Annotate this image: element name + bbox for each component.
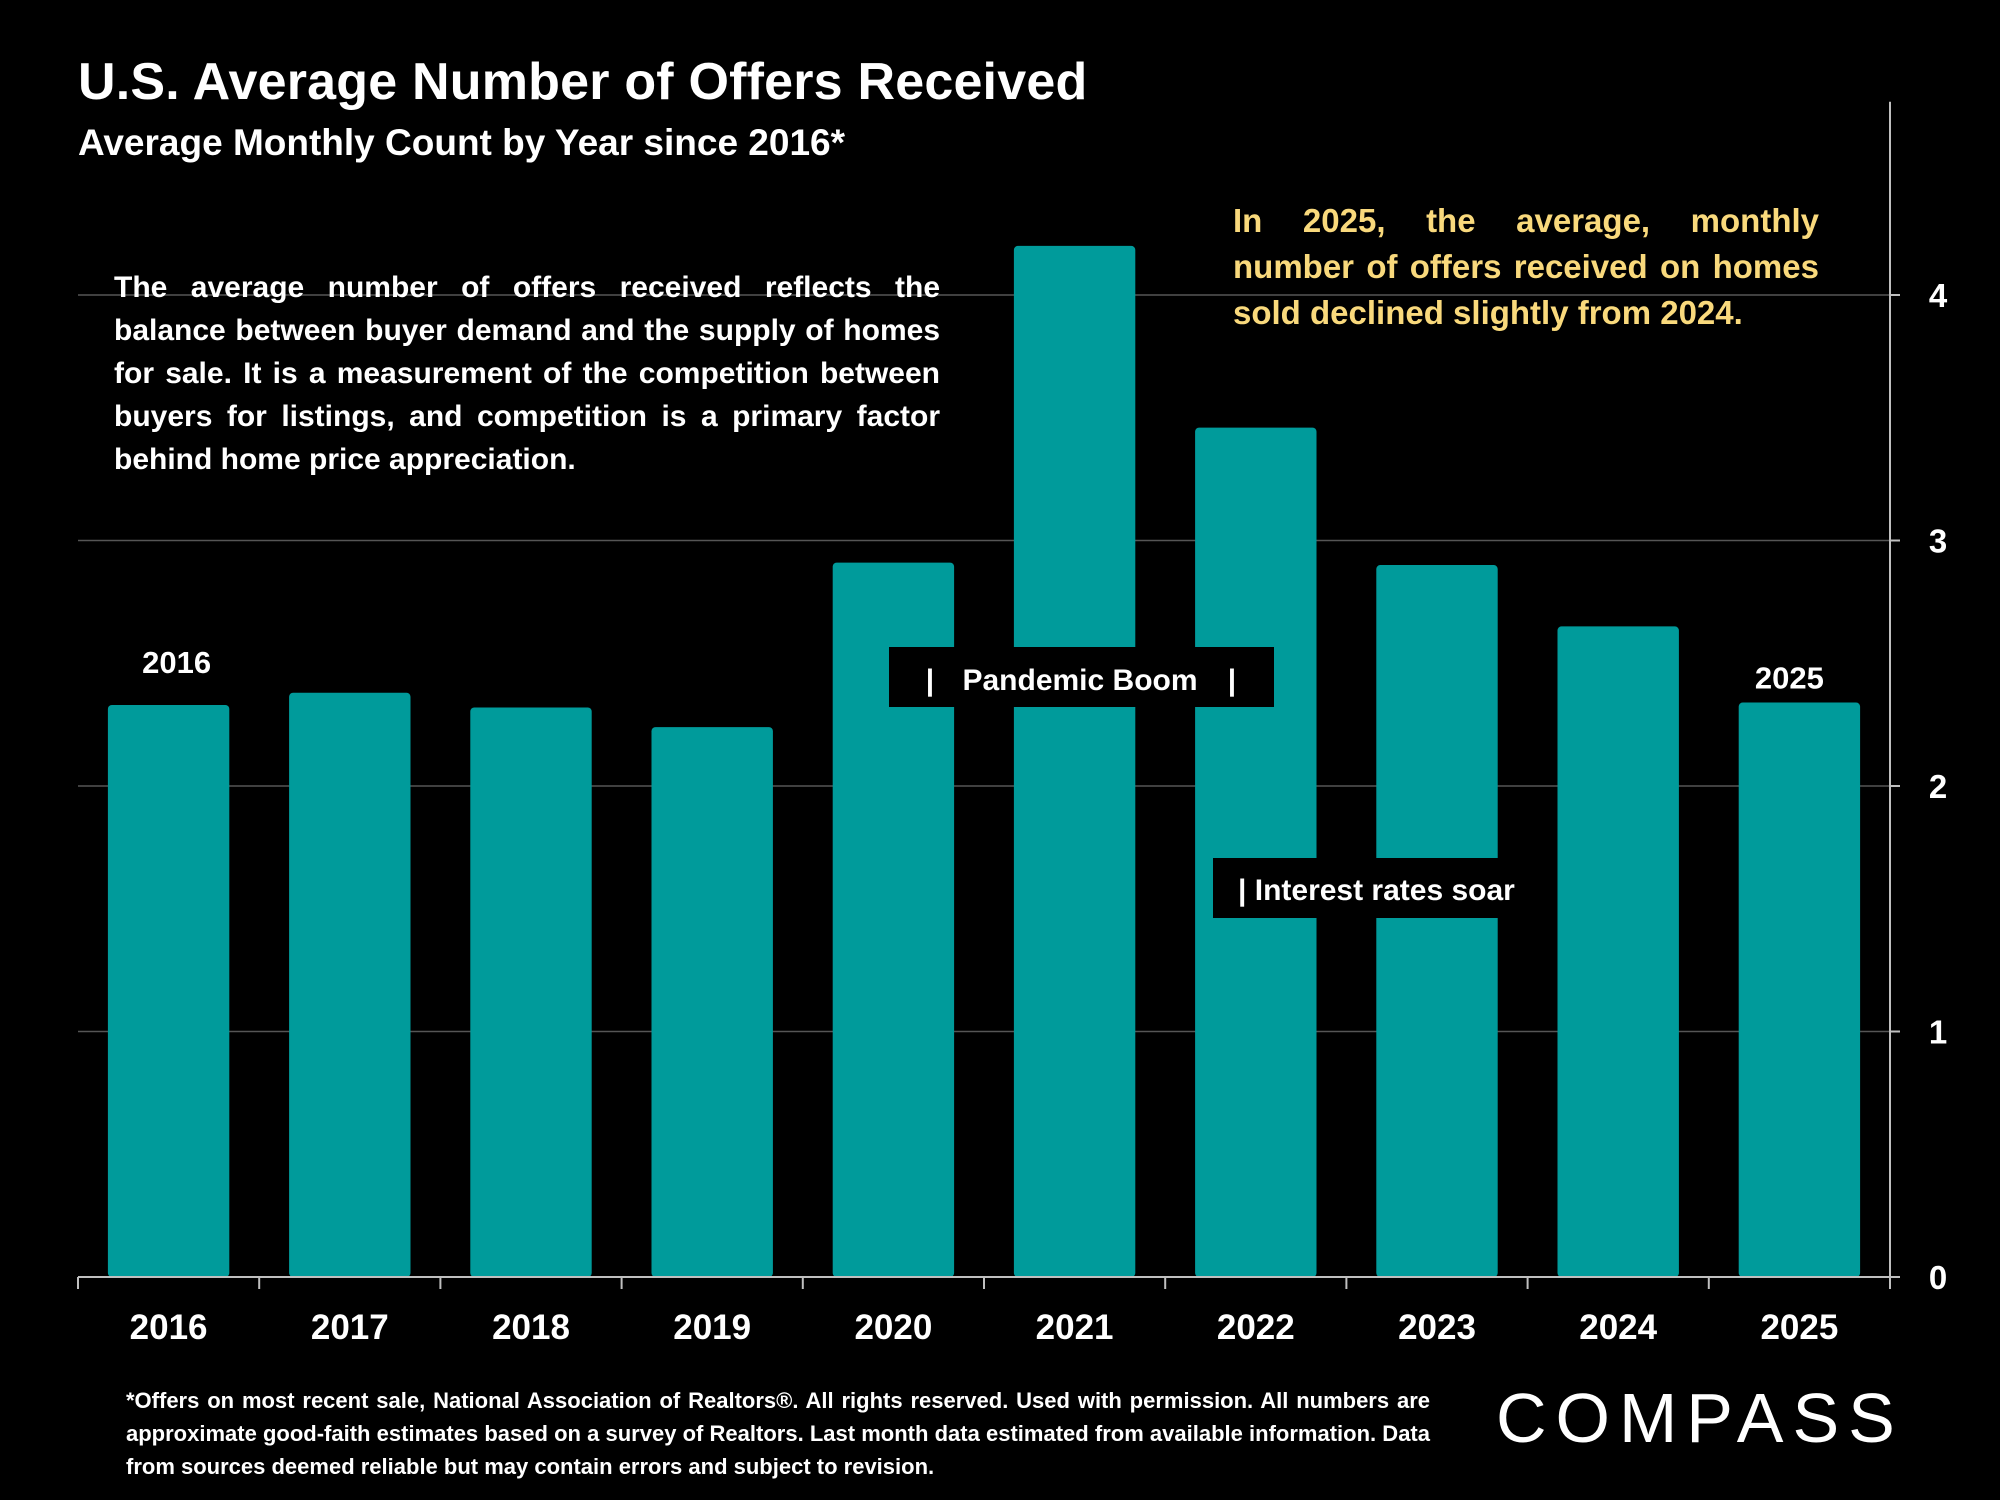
rates-box [1213,858,1501,918]
bar-2020 [832,562,955,1277]
pandemic-mark-right: | [1228,664,1236,697]
x-tick-label-2024: 2024 [1579,1308,1657,1347]
axes [77,101,1900,1289]
x-tick-label-2021: 2021 [1036,1308,1114,1347]
y-tick-label-1: 1 [1929,1014,1947,1051]
bar-2023 [1376,565,1498,1277]
bar-label-last: 2025 [1755,661,1824,696]
bar-label-first: 2016 [142,645,211,680]
bar-2021 [1013,245,1136,1277]
tick-labels: 2016 2017 2018 2019 2020 2021 2022 2023 2024 2025… [130,277,1948,1347]
compass-logo: COMPASS [1496,1379,1904,1457]
annotation-boxes: | Pandemic Boom | | Interest rates soar [889,647,1515,918]
bar-2024 [1557,626,1679,1277]
x-tick-label-2016: 2016 [130,1308,208,1347]
description-text: The average number of offers received re… [114,271,940,476]
callout-text: In 2025, the average, monthly number of … [1233,202,1819,331]
rates-label: | Interest rates soar [1238,874,1515,907]
pandemic-label: Pandemic Boom [962,664,1197,697]
x-tick-label-2025: 2025 [1760,1308,1838,1347]
bar-2018 [470,707,592,1277]
chart-title: U.S. Average Number of Offers Received [78,53,1088,111]
y-tick-label-0: 0 [1929,1259,1947,1296]
footnote: *Offers on most recent sale, National As… [126,1388,1430,1479]
x-tick-label-2023: 2023 [1398,1308,1476,1347]
y-tick-label-4: 4 [1929,277,1948,314]
x-tick-label-2019: 2019 [673,1308,751,1347]
x-tick-label-2020: 2020 [854,1308,932,1347]
x-tick-label-2022: 2022 [1217,1308,1295,1347]
pandemic-mark-left: | [926,664,934,697]
chart-subtitle: Average Monthly Count by Year since 2016… [78,122,846,163]
pandemic-box [889,647,1274,707]
y-tick-label-2: 2 [1929,768,1947,805]
bars [107,245,1861,1277]
x-tick-label-2017: 2017 [311,1308,389,1347]
y-tick-label-3: 3 [1929,523,1947,560]
x-tick-label-2018: 2018 [492,1308,570,1347]
bar-2017 [289,692,411,1277]
bar-2025 [1738,702,1861,1277]
bar-2022 [1195,427,1317,1277]
bar-2016 [107,704,230,1277]
bar-2019 [651,727,773,1277]
bar-labels: 2016 2025 [142,645,1824,696]
